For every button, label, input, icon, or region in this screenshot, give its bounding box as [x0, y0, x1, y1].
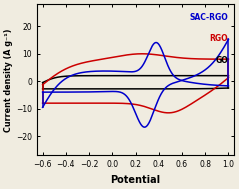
Text: GO: GO — [216, 56, 228, 65]
Y-axis label: Current density (A g⁻¹): Current density (A g⁻¹) — [4, 28, 13, 132]
Text: SAC-RGO: SAC-RGO — [190, 13, 228, 22]
X-axis label: Potential: Potential — [110, 175, 161, 185]
Text: RGO: RGO — [210, 34, 228, 43]
